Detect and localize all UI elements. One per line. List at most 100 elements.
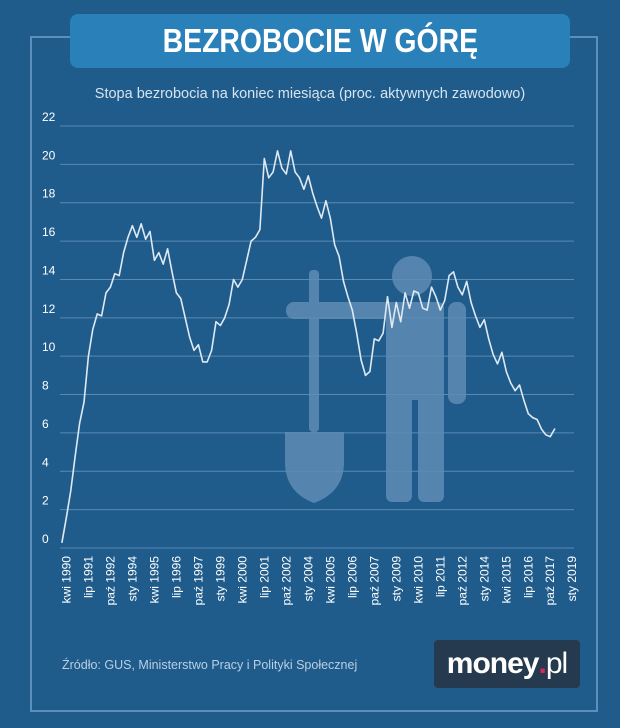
data-point — [123, 252, 125, 254]
series-layer — [61, 150, 556, 543]
data-point — [430, 286, 433, 288]
data-point — [413, 290, 415, 292]
data-point — [79, 422, 81, 424]
data-point — [83, 401, 85, 403]
x-tick-label: sty 1994 — [125, 556, 139, 602]
data-point — [127, 236, 129, 238]
data-point — [417, 292, 419, 294]
data-point — [162, 263, 164, 265]
data-point — [408, 307, 411, 309]
data-point — [439, 309, 441, 311]
chart-title: BEZROBOCIE W GÓRĘ — [162, 22, 478, 59]
data-point — [259, 229, 261, 231]
data-point — [501, 351, 503, 353]
x-axis-ticks: kwi 1990 lip 1991 paź 1992 sty 1994 kwi 1995… — [59, 556, 579, 606]
data-point — [281, 167, 283, 169]
x-tick-label: sty 2009 — [389, 556, 403, 602]
x-tick-label: kwi 2010 — [411, 556, 425, 604]
x-tick-label: paź 2017 — [543, 556, 557, 606]
data-point — [246, 259, 248, 261]
logo-tld: pl — [545, 647, 568, 680]
data-point — [105, 292, 107, 294]
data-point — [237, 286, 239, 288]
y-tick-label: 12 — [42, 302, 56, 316]
x-tick-label: lip 1996 — [169, 556, 183, 598]
x-tick-label: paź 1992 — [103, 556, 117, 606]
data-point — [202, 361, 204, 363]
x-tick-label: sty 2004 — [301, 556, 315, 602]
x-tick-label: kwi 1990 — [59, 556, 73, 604]
source-note: Źródło: GUS, Ministerstwo Pracy i Polity… — [62, 658, 358, 672]
data-point — [338, 255, 340, 257]
y-axis-ticks: 0 2 4 6 8 10 12 14 16 18 20 22 — [42, 110, 56, 546]
data-point — [347, 296, 349, 298]
data-point — [65, 516, 67, 518]
data-point — [180, 298, 182, 300]
data-point — [320, 217, 323, 219]
data-point — [241, 278, 243, 281]
data-point — [303, 188, 305, 190]
y-tick-label: 14 — [42, 263, 56, 277]
data-point — [158, 252, 160, 254]
data-point — [307, 175, 309, 177]
data-point — [356, 332, 358, 334]
data-point — [470, 301, 472, 304]
data-point — [554, 428, 556, 430]
data-point — [527, 413, 529, 415]
data-point — [312, 192, 314, 194]
data-point — [373, 338, 375, 340]
data-point — [250, 240, 252, 242]
data-point — [510, 382, 512, 384]
data-point — [422, 307, 424, 309]
y-tick-label: 4 — [42, 455, 49, 469]
data-point — [101, 315, 103, 317]
data-point — [549, 436, 551, 438]
y-tick-label: 6 — [42, 417, 49, 431]
data-point — [448, 275, 450, 277]
data-point — [219, 324, 221, 327]
data-point — [483, 319, 485, 321]
data-point — [536, 418, 538, 421]
x-tick-label: kwi 2000 — [235, 556, 249, 604]
data-point — [369, 370, 371, 373]
y-tick-label: 10 — [42, 340, 56, 354]
x-tick-label: lip 2016 — [521, 556, 535, 598]
data-point — [364, 374, 367, 376]
x-tick-label: kwi 2005 — [323, 556, 337, 604]
data-point — [285, 173, 287, 175]
data-point — [87, 355, 89, 357]
x-tick-label: lip 2001 — [257, 556, 271, 598]
data-point — [118, 275, 120, 277]
money-pl-logo[interactable]: money. pl — [434, 640, 580, 688]
data-point — [382, 332, 384, 334]
data-point — [145, 238, 147, 240]
data-point — [114, 273, 116, 275]
data-point — [452, 271, 455, 273]
y-tick-label: 18 — [42, 187, 56, 201]
data-point — [184, 317, 186, 319]
data-point — [74, 455, 76, 457]
data-point — [518, 384, 521, 386]
data-point — [492, 353, 494, 355]
y-tick-label: 16 — [42, 225, 56, 239]
data-point — [96, 313, 98, 315]
data-point — [276, 150, 279, 152]
data-point — [254, 236, 257, 238]
data-point — [140, 223, 142, 225]
y-tick-label: 8 — [42, 379, 49, 393]
y-tick-label: 20 — [42, 148, 56, 162]
data-point — [211, 349, 213, 351]
x-tick-label: kwi 1995 — [147, 556, 161, 604]
data-point — [474, 315, 477, 317]
data-point — [479, 326, 481, 328]
y-tick-label: 2 — [42, 494, 49, 508]
data-point — [316, 206, 318, 208]
data-point — [457, 286, 459, 288]
data-point — [70, 489, 72, 492]
logo-dot: . — [538, 647, 547, 680]
data-point — [224, 317, 226, 319]
data-point — [400, 321, 402, 323]
data-point — [545, 434, 547, 436]
x-tick-label: lip 2011 — [433, 556, 447, 597]
data-point — [426, 309, 428, 311]
